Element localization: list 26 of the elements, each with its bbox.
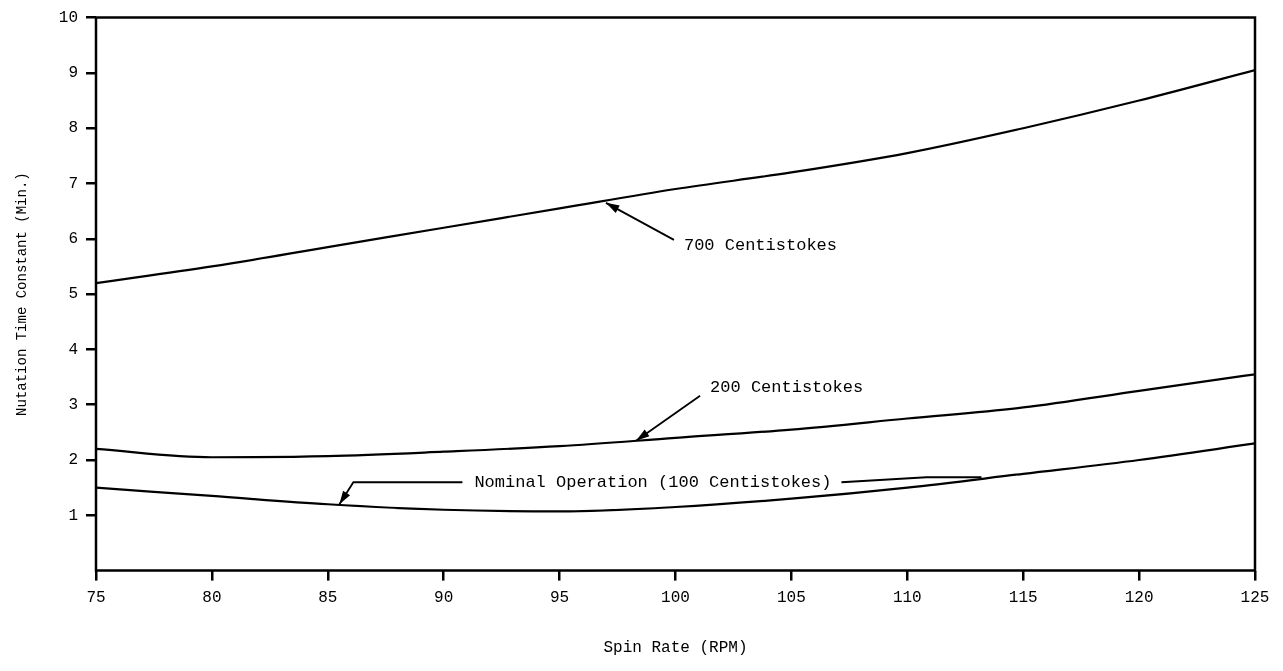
y-tick-label: 7 [68, 174, 78, 193]
y-tick-label: 6 [68, 230, 78, 249]
x-tick-label: 110 [892, 589, 922, 608]
y-tick-label: 8 [68, 119, 78, 138]
annotation: 200 Centistokes [710, 378, 864, 398]
y-tick-label: 9 [68, 64, 78, 83]
y-tick-label: 5 [68, 285, 78, 304]
x-tick-label: 80 [202, 589, 222, 608]
x-tick-label: 90 [434, 589, 454, 608]
x-tick-label: 105 [776, 589, 806, 608]
y-axis-title: Nutation Time Constant (Min.) [14, 172, 31, 416]
x-axis-title: Spin Rate (RPM) [603, 638, 748, 657]
annotation: 700 Centistokes [683, 236, 837, 256]
x-tick-label: 125 [1240, 589, 1270, 608]
y-tick-label: 3 [68, 395, 78, 414]
x-tick-label: 115 [1008, 589, 1038, 608]
x-tick-label: 75 [86, 589, 106, 608]
y-tick-label: 10 [58, 8, 78, 27]
x-tick-label: 85 [318, 589, 338, 608]
x-tick-label: 100 [661, 589, 690, 608]
x-tick-label: 120 [1124, 589, 1154, 608]
x-tick-label: 95 [550, 589, 570, 608]
y-tick-label: 2 [68, 451, 78, 470]
y-tick-label: 4 [68, 340, 78, 359]
y-tick-label: 1 [68, 506, 78, 525]
annotation: Nominal Operation (100 Centistokes) [474, 472, 832, 492]
